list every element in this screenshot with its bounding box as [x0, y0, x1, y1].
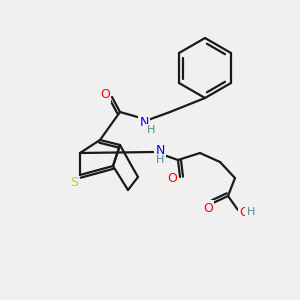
Text: O: O [100, 88, 110, 101]
Text: S: S [70, 176, 78, 190]
Text: H: H [247, 207, 255, 217]
Text: O: O [203, 202, 213, 214]
Text: H: H [156, 155, 164, 165]
Text: N: N [139, 116, 149, 128]
Text: N: N [155, 143, 165, 157]
Text: O: O [239, 206, 249, 218]
Text: H: H [147, 125, 155, 135]
Text: O: O [167, 172, 177, 185]
